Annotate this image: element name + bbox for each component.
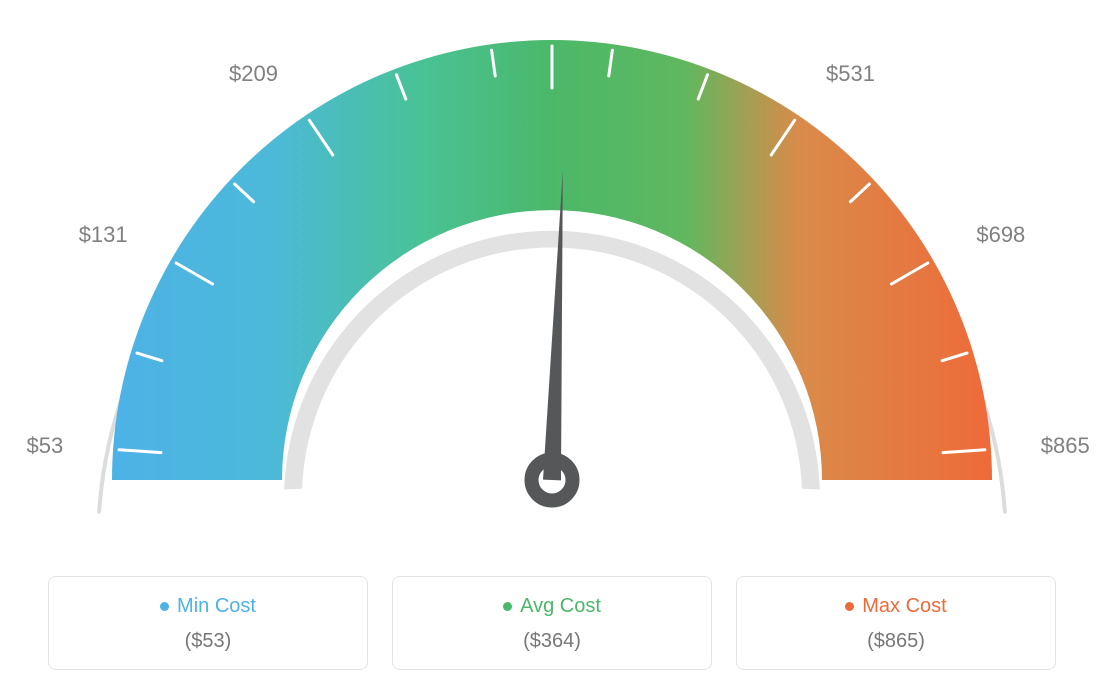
legend-value-max: ($865) [747, 630, 1045, 653]
legend-dot-min [160, 602, 169, 611]
legend-dot-max [845, 602, 854, 611]
legend-row: Min Cost ($53) Avg Cost ($364) Max Cost … [0, 576, 1104, 670]
legend-title-avg: Avg Cost [503, 595, 601, 618]
cost-gauge-chart: { "gauge": { "type": "gauge", "center_x"… [0, 0, 1104, 690]
legend-card-min: Min Cost ($53) [48, 576, 368, 670]
gauge-tick-label: $865 [1041, 433, 1090, 458]
gauge-tick-label: $131 [79, 222, 128, 247]
legend-value-min: ($53) [59, 630, 357, 653]
gauge-svg: $53 $131 $209 $364 $531 $698 $865 [0, 0, 1104, 560]
legend-label-avg: Avg Cost [520, 595, 601, 618]
legend-title-max: Max Cost [845, 595, 946, 618]
gauge-needle [543, 170, 563, 480]
gauge-tick-label: $364 [528, 0, 577, 2]
legend-card-avg: Avg Cost ($364) [392, 576, 712, 670]
legend-label-max: Max Cost [862, 595, 946, 618]
gauge-tick-label: $209 [229, 61, 278, 86]
legend-label-min: Min Cost [177, 595, 256, 618]
legend-title-min: Min Cost [160, 595, 256, 618]
legend-card-max: Max Cost ($865) [736, 576, 1056, 670]
gauge-tick-label: $531 [826, 61, 875, 86]
gauge-tick-label: $53 [26, 433, 63, 458]
gauge-tick-label: $698 [976, 222, 1025, 247]
legend-value-avg: ($364) [403, 630, 701, 653]
legend-dot-avg [503, 602, 512, 611]
gauge-area: $53 $131 $209 $364 $531 $698 $865 [0, 0, 1104, 560]
